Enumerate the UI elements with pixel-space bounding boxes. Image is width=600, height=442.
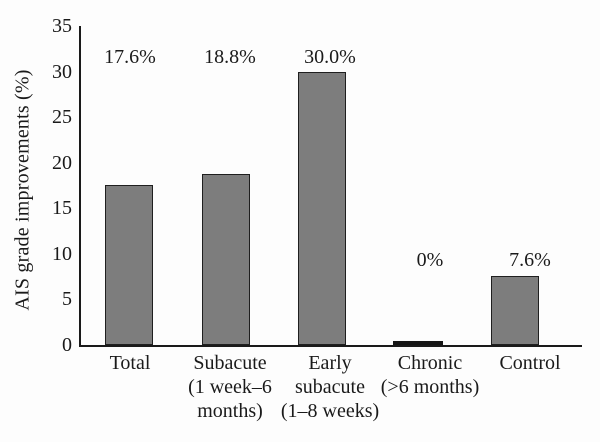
- bar-value-label: 17.6%: [104, 46, 156, 68]
- x-category-label: Control: [499, 352, 561, 374]
- bar-value-label: 0%: [416, 249, 444, 271]
- y-tick-label: 10: [52, 242, 72, 265]
- y-axis-line: [79, 26, 81, 347]
- bar: [490, 275, 539, 345]
- bar: [297, 71, 346, 345]
- bar-zero-value: [393, 340, 443, 345]
- y-tick-label: 25: [52, 106, 72, 129]
- x-category-label: Subacute (1 week–6 months): [188, 352, 272, 422]
- x-category-label: Early subacute (1–8 weeks): [280, 352, 380, 422]
- y-tick-label: 35: [52, 15, 72, 37]
- y-tick-label: 5: [62, 288, 72, 311]
- x-category-label: Total: [109, 352, 151, 374]
- bar: [201, 173, 250, 345]
- y-tick-label: 30: [52, 60, 72, 83]
- x-category-label: Chronic (>6 months): [380, 352, 480, 398]
- bar-value-label: 18.8%: [204, 46, 256, 68]
- y-tick-label: 15: [52, 197, 72, 220]
- bar-value-label: 30.0%: [304, 46, 356, 68]
- bar-value-label: 7.6%: [509, 249, 551, 271]
- bar: [105, 184, 153, 345]
- y-tick-label: 0: [62, 334, 72, 356]
- y-tick-label: 20: [52, 151, 72, 174]
- x-axis-line: [79, 345, 582, 347]
